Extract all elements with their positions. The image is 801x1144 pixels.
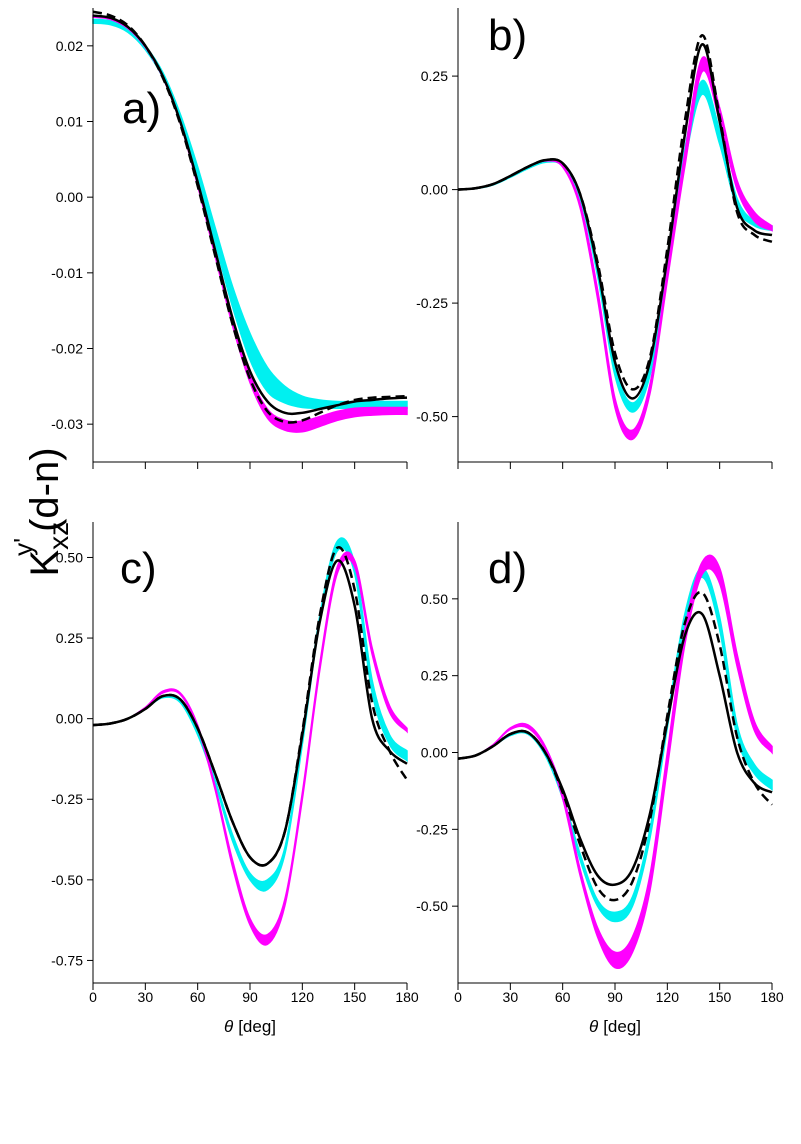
y-tick-label: -0.03 [51,416,83,432]
x-tick-label: 90 [242,989,258,1005]
x-axis-label: θ [deg] [589,1017,641,1036]
x-tick-label: 0 [89,989,97,1005]
x-tick-label: 30 [503,989,519,1005]
y-label-main: K [23,550,67,577]
panel-label: c) [120,544,157,593]
y-tick-label: 0.50 [421,591,448,607]
panel: -0.03 -0.02 -0.01 0.00 0.01 0.02 a) [51,8,408,469]
y-tick-label: 0.25 [421,668,448,684]
y-label-rest: (d-n) [23,447,67,531]
y-tick-label: 0.00 [421,182,448,198]
y-tick-label: -0.25 [416,821,448,837]
y-tick-label: 0.01 [56,114,83,130]
y-tick-label: 0.00 [56,711,83,727]
y-tick-label: -0.01 [51,265,83,281]
x-tick-label: 60 [190,989,206,1005]
y-tick-label: -0.50 [416,898,448,914]
y-tick-label: -0.02 [51,341,83,357]
panel: -0.50 -0.25 0.00 0.25 b) [416,8,773,469]
x-tick-label: 180 [395,989,419,1005]
x-tick-label: 60 [555,989,571,1005]
y-tick-label: 0.02 [56,38,83,54]
y-tick-label: -0.50 [51,872,83,888]
panel-label: d) [488,544,527,593]
x-tick-label: 150 [343,989,367,1005]
x-tick-label: 0 [454,989,462,1005]
uncertainty-band [457,554,773,969]
y-label-sub: xz [43,522,74,550]
y-tick-label: -0.25 [51,791,83,807]
x-label-unit: [deg] [603,1017,641,1036]
uncertainty-band [457,56,773,441]
y-tick-label: -0.25 [416,295,448,311]
y-tick-label: 0.00 [56,189,83,205]
x-tick-label: 120 [656,989,680,1005]
dashed-line [457,590,773,902]
panel-label: a) [122,84,161,133]
x-tick-label: 120 [291,989,315,1005]
uncertainty-band [92,551,408,946]
y-tick-label: 0.00 [421,745,448,761]
x-label-unit: [deg] [238,1017,276,1036]
dashed-line [92,10,408,424]
y-tick-label: 0.25 [56,630,83,646]
panel: -0.50 -0.25 0.00 0.25 0.50 0 30 60 90 120 150 180 d)… [416,522,784,1036]
x-tick-label: 90 [607,989,623,1005]
y-tick-label: 0.25 [421,68,448,84]
y-tick-label: -0.50 [416,409,448,425]
uncertainty-band [457,567,773,923]
x-label-symbol: θ [224,1017,234,1036]
y-tick-label: 0.50 [56,549,83,565]
y-label-sup: y' [8,538,38,556]
dashed-line [457,33,773,391]
solid-line [457,43,773,400]
y-axis-label: Kxz y' (d-n) [8,447,74,576]
panel-label: b) [488,11,527,60]
x-label-symbol: θ [589,1017,599,1036]
x-tick-label: 150 [708,989,732,1005]
dashed-line [92,546,409,867]
x-tick-label: 180 [760,989,784,1005]
x-tick-label: 30 [138,989,154,1005]
x-axis-label: θ [deg] [224,1017,276,1036]
uncertainty-band [92,18,408,410]
y-tick-label: -0.75 [51,952,83,968]
panel: -0.75 -0.50 -0.25 0.00 0.25 0.50 0 30 60 90 120 150… [51,522,419,1036]
